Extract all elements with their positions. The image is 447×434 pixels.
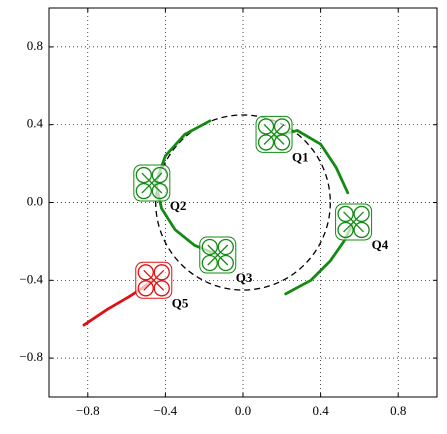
quad-arm <box>207 244 229 266</box>
rotor <box>137 264 154 281</box>
x-tick-label: 0.8 <box>390 403 406 418</box>
quad-label: Q2 <box>170 198 187 213</box>
rotor <box>151 182 168 200</box>
quad-arm <box>263 123 285 145</box>
y-tick-label: 0.4 <box>27 116 44 131</box>
rotor <box>353 205 370 223</box>
quadrotor <box>255 115 293 153</box>
rotor <box>151 166 168 184</box>
plot-frame <box>48 7 438 398</box>
rotor <box>273 118 291 135</box>
y-tick-label: −0.8 <box>19 349 43 364</box>
rotor <box>217 254 234 272</box>
quadrotor <box>335 203 373 241</box>
rotor <box>217 238 234 256</box>
x-tick-label: 0.0 <box>235 403 251 418</box>
quadrotor <box>133 164 171 202</box>
y-tick-label: −0.4 <box>19 271 43 286</box>
x-tick-label: −0.4 <box>154 403 178 418</box>
y-tick-label: 0.0 <box>27 193 43 208</box>
quad-label: Q4 <box>372 237 389 252</box>
rotor <box>337 221 354 239</box>
rotor <box>153 264 170 281</box>
rotor <box>135 182 152 200</box>
y-tick-label: 0.8 <box>27 38 43 53</box>
rotor <box>353 221 370 239</box>
quad-arm <box>143 269 165 291</box>
quad-label: Q3 <box>236 270 253 285</box>
quad-label: Q5 <box>172 295 189 310</box>
x-tick-label: 0.4 <box>312 403 329 418</box>
rotor <box>257 118 275 135</box>
quad-arm <box>343 211 365 233</box>
rotor <box>273 134 291 151</box>
x-tick-label: −0.8 <box>76 403 100 418</box>
rotor <box>257 134 275 151</box>
quad-arm <box>141 172 163 194</box>
rotor <box>135 166 152 184</box>
quadrotor <box>135 261 173 299</box>
rotor <box>137 280 154 297</box>
rotor <box>201 238 218 256</box>
rotor <box>201 254 218 272</box>
quadrotor <box>199 236 237 274</box>
rotor <box>337 205 354 223</box>
rotor <box>153 280 170 297</box>
reference-circle <box>155 114 331 291</box>
quad-label: Q1 <box>292 149 309 164</box>
